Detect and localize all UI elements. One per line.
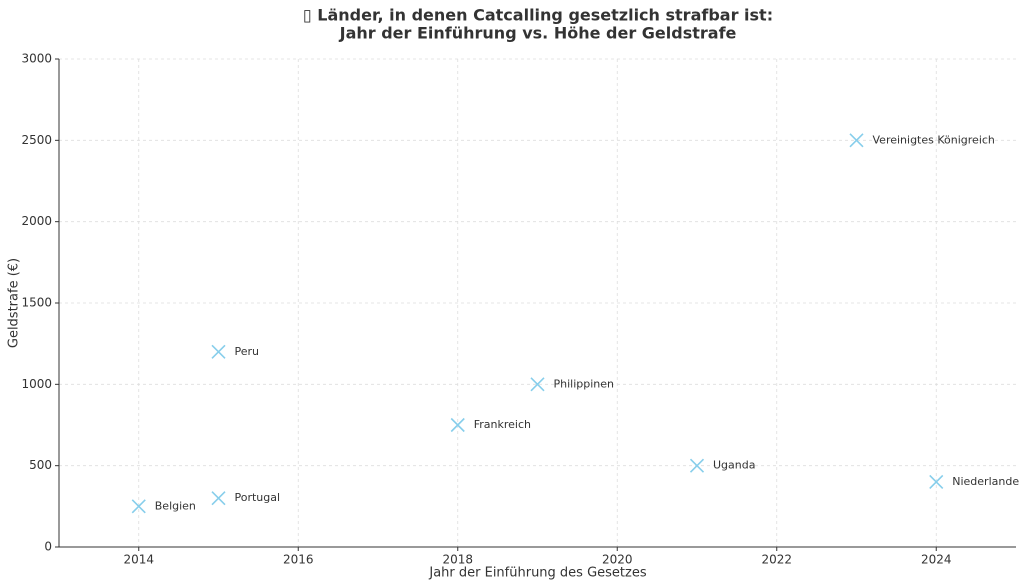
point-label: Vereinigtes Königreich [873, 133, 995, 146]
x-tick-label: 2022 [761, 553, 792, 567]
y-tick-label: 1500 [21, 296, 52, 310]
point-label: Frankreich [474, 418, 531, 431]
y-axis-label: Geldstrafe (€) [7, 258, 22, 348]
point-label: Niederlande [952, 475, 1019, 488]
chart-title: ▯ Länder, in denen Catcalling gesetzlich… [303, 6, 773, 25]
x-tick-label: 2020 [602, 553, 633, 567]
scatter-point [211, 491, 226, 506]
y-tick-label: 2500 [21, 133, 52, 147]
y-tick-label: 0 [44, 540, 52, 554]
point-label: Philippinen [554, 377, 615, 390]
chart-title: Jahr der Einführung vs. Höhe der Geldstr… [339, 24, 737, 43]
point-label: Uganda [713, 459, 755, 472]
y-tick-label: 1000 [21, 377, 52, 391]
point-label: Peru [235, 345, 260, 358]
x-tick-label: 2014 [123, 553, 154, 567]
x-tick-label: 2018 [442, 553, 473, 567]
scatter-point [450, 417, 465, 433]
scatter-point [689, 458, 705, 473]
point-label: Belgien [155, 499, 196, 512]
point-label: Portugal [235, 491, 281, 504]
y-tick-label: 3000 [21, 52, 52, 66]
y-tick-label: 500 [29, 458, 52, 472]
scatter-point [530, 377, 545, 392]
scatter-point [131, 499, 146, 514]
x-axis-label: Jahr der Einführung des Gesetzes [428, 566, 646, 581]
scatter-point [929, 474, 944, 489]
x-tick-label: 2016 [283, 553, 314, 567]
scatter-point [849, 133, 864, 148]
x-tick-label: 2024 [921, 553, 952, 567]
scatter-point [211, 344, 226, 359]
y-tick-label: 2000 [21, 214, 52, 228]
